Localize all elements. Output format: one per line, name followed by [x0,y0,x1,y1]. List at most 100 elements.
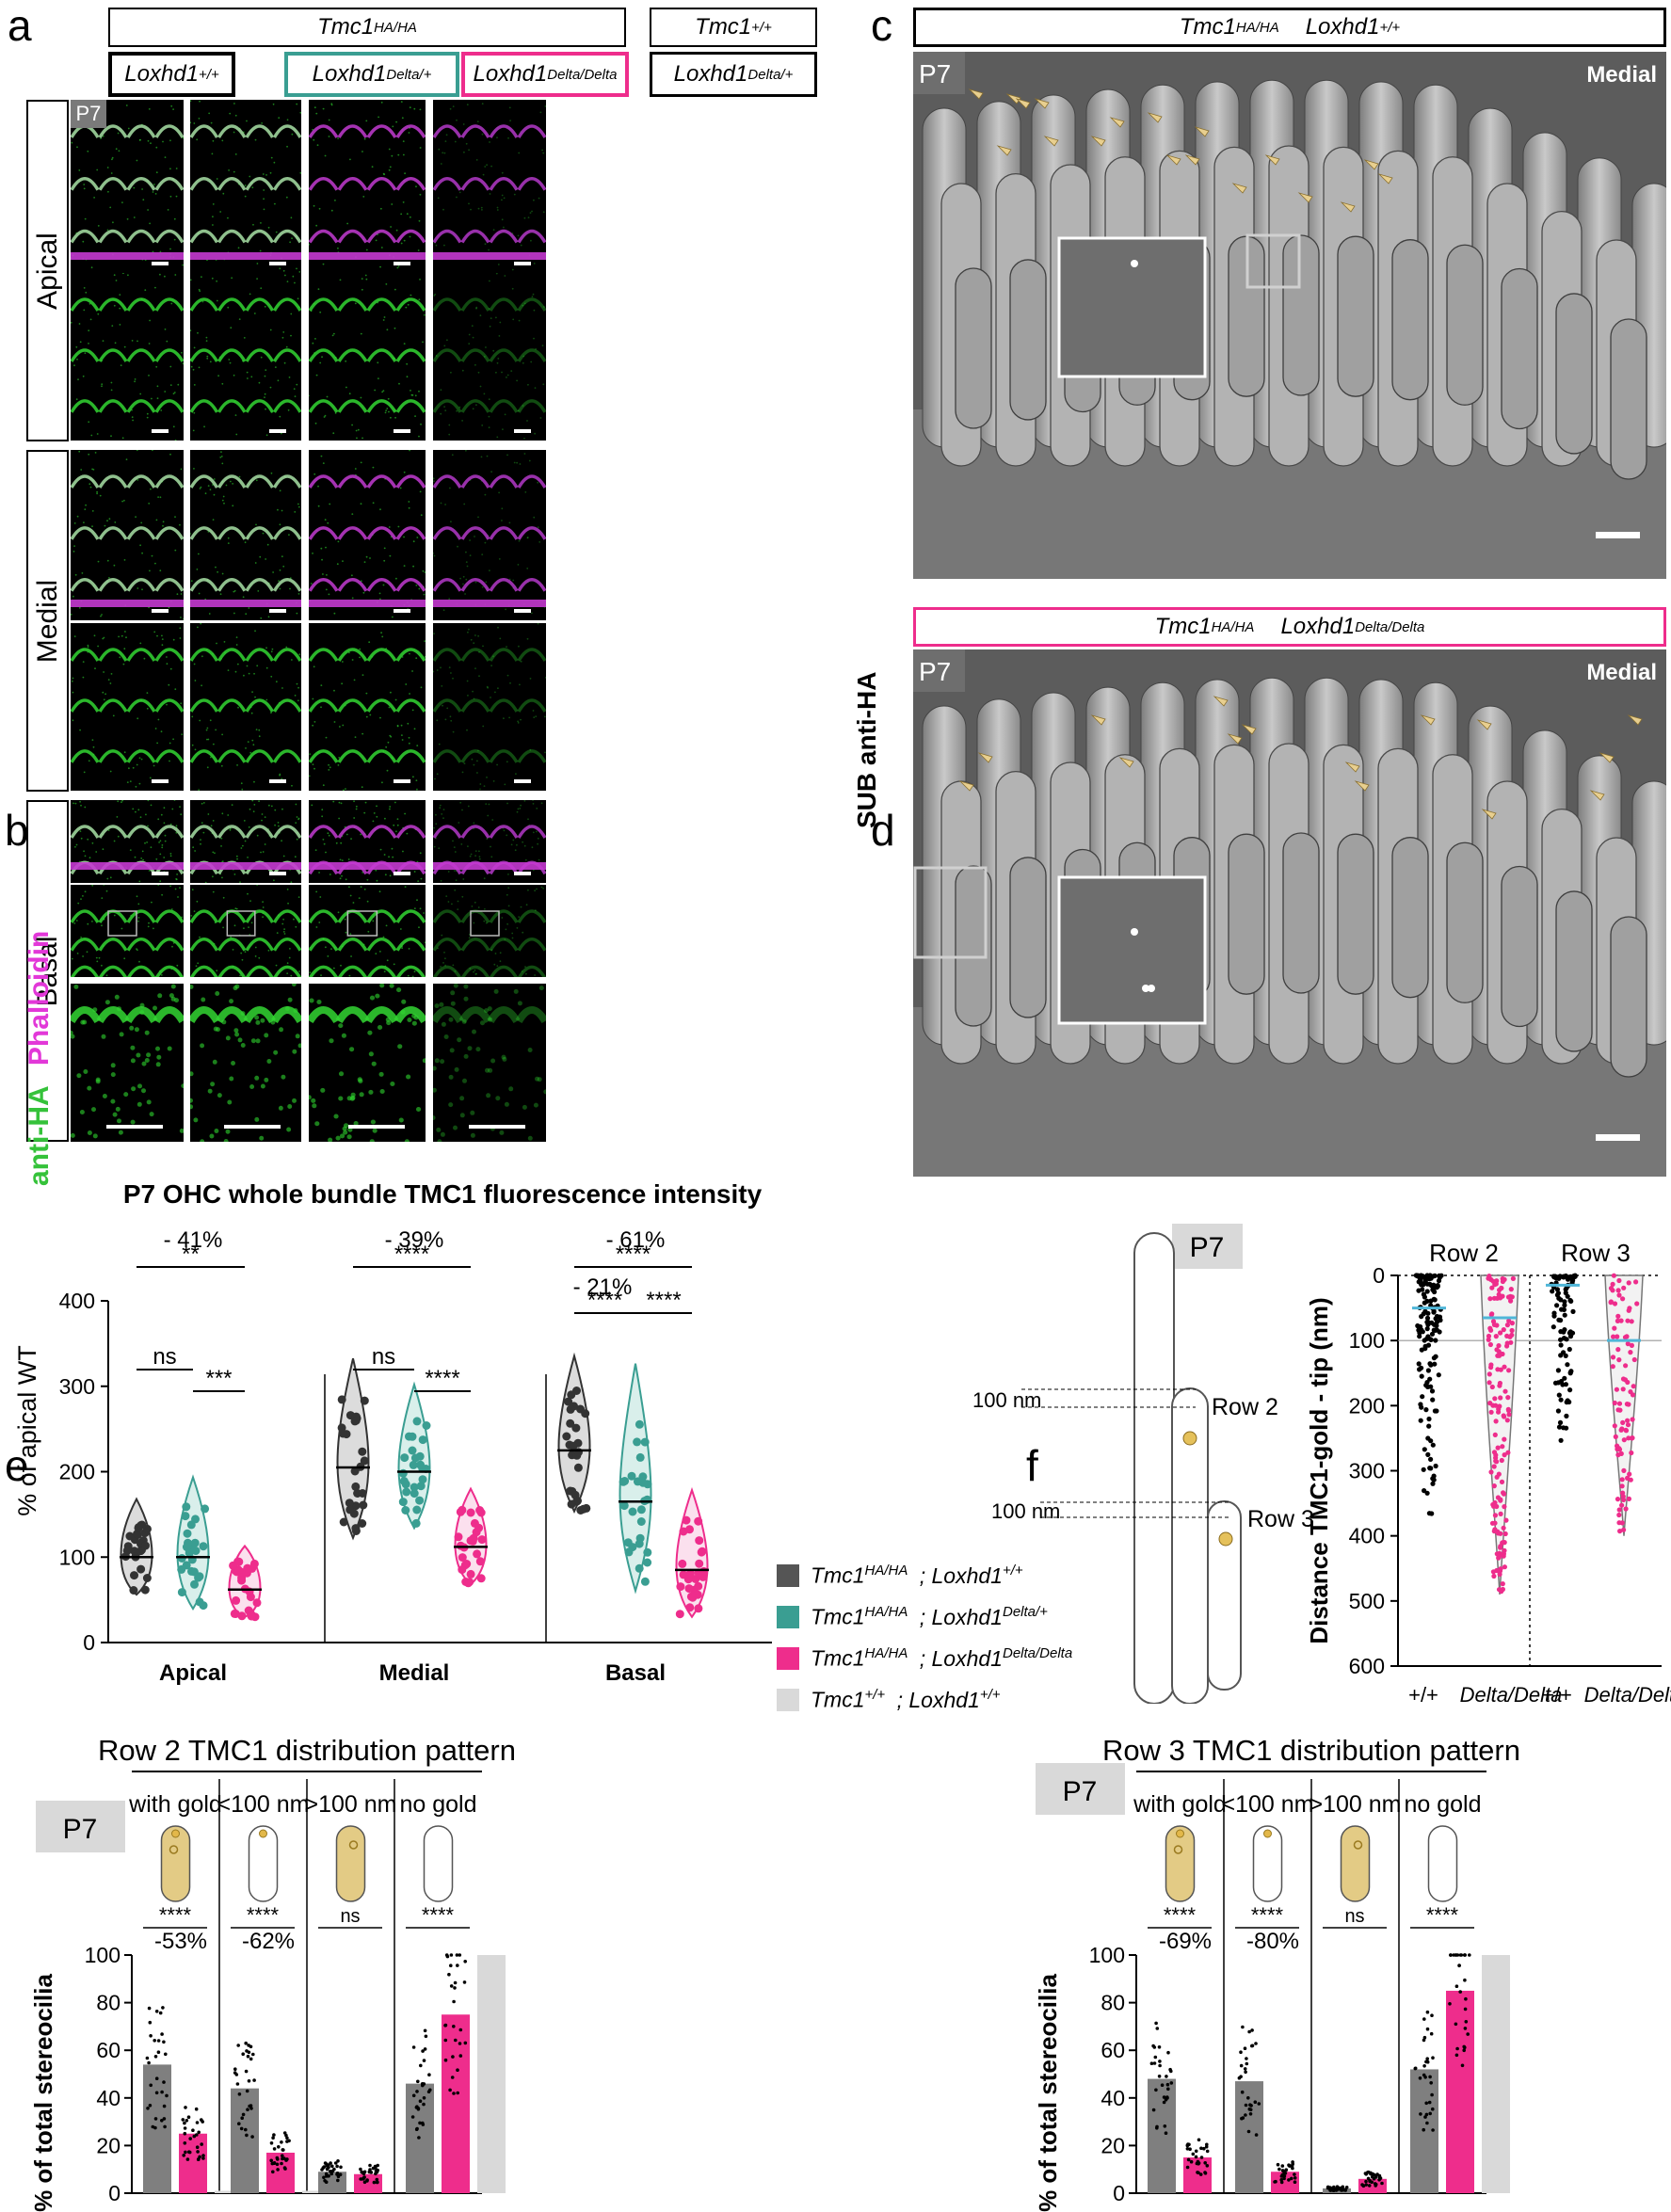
panel_e-point [201,2154,205,2157]
panel_e-point [284,2133,288,2138]
b-point [567,1499,576,1509]
d-point [1616,1507,1622,1513]
panel_e-point [419,2063,423,2068]
b-point [412,1505,422,1515]
d-point [1623,1506,1629,1512]
d-point [1555,1290,1561,1296]
b-point [177,1588,186,1597]
d-point [1567,1370,1573,1376]
panel-letter-c: c [871,1,892,50]
b-point [181,1512,190,1521]
d-point [1423,1407,1429,1413]
d-point [1612,1325,1617,1331]
scale-bar [469,1125,525,1129]
d-point [1570,1308,1576,1314]
d-point [1489,1311,1495,1317]
b-point [351,1416,361,1425]
b-basal-pct: - 61% [606,1227,666,1253]
d-ylabel: Distance TMC1-gold - tip (nm) [1305,1297,1333,1643]
d-point [1567,1329,1573,1335]
b-sig-label: **** [425,1366,459,1391]
d-point [1429,1388,1436,1394]
b-point [360,1456,369,1466]
panel_f-point [1466,2032,1470,2036]
b-point [130,1571,138,1580]
panel_f-point [1368,2179,1372,2184]
b-point [562,1432,571,1441]
d-point [1496,1554,1502,1560]
d-point [1432,1361,1438,1367]
d-point [1424,1490,1430,1496]
column-header-1-gene: Loxhd1 [124,61,200,87]
channel-labels: anti-HA Phalloidin [9,612,55,1186]
b-point [475,1506,485,1515]
d-point [1608,1300,1614,1306]
panel_e-point [249,2057,253,2061]
d-point [1492,1527,1498,1532]
panel_f-pct: -80% [1246,1929,1299,1954]
panel_f-point [1254,2042,1258,2045]
b-point [418,1435,427,1445]
d-point [1620,1419,1626,1425]
panel_e-point [418,2099,423,2103]
panel_f-point [1188,2147,1192,2151]
b-point [237,1611,247,1621]
b-point [122,1546,132,1555]
d-point [1501,1553,1506,1559]
b-point [569,1441,578,1451]
panel_f-point [1422,2073,1426,2077]
b-point [685,1603,695,1612]
b-point [137,1520,147,1530]
sem-image-bottom: P7 Medial [913,649,1666,1177]
panel_e-point [424,2034,428,2039]
panel_f-point [1239,2050,1243,2054]
c-top-g1: Tmc1 [1179,14,1236,40]
panel_f-point [1254,2133,1259,2137]
panel_e-point [335,2164,339,2169]
panel_e-point [452,2025,456,2028]
d-point [1492,1432,1498,1437]
d-point [1556,1424,1563,1430]
panel_f-point [1422,2035,1427,2040]
d-point [1499,1589,1504,1595]
d-point [1505,1406,1511,1412]
b-point [183,1529,192,1538]
b-point [682,1515,691,1525]
panel_f-title: Row 3 TMC1 distribution pattern [1102,1734,1520,1767]
d-point [1630,1435,1635,1441]
panel_f-point [1240,2090,1245,2094]
d-point [1486,1380,1492,1386]
d-point [1495,1445,1501,1451]
d-point [1486,1333,1492,1339]
panel_f-point [1419,2112,1422,2116]
panel_e-point [156,2039,161,2043]
d-point [1625,1318,1631,1323]
b-point [640,1437,650,1447]
panel_f-point [1284,2168,1289,2172]
panel_e-point [339,2165,343,2170]
legend-swatch [777,1646,799,1670]
micrograph-r6-c2 [190,885,301,977]
panel_e-point [246,2108,249,2111]
d-point [1557,1419,1564,1425]
panel_e-point [201,2156,205,2160]
d-point [1500,1444,1505,1450]
panel_e-point [162,2117,167,2121]
panel_f-point [1185,2147,1190,2151]
panel_e-sig: **** [159,1903,192,1927]
d-point [1424,1289,1430,1294]
panel_e-point [241,2052,246,2056]
d-point [1507,1293,1513,1299]
d-point [1501,1490,1506,1496]
panel_e-point [415,2090,419,2093]
b-basal-mid-pct: - 21% [573,1274,633,1300]
c-region-label: Medial [1586,62,1657,88]
d-point [1505,1395,1511,1401]
d-point [1422,1274,1428,1281]
b-group-label: Apical [159,1660,227,1686]
d-point [1625,1418,1631,1423]
panel_e-ytick-label: 60 [96,2038,121,2062]
d-point [1621,1285,1627,1290]
panel_e-point [415,2126,419,2131]
legend-item: Tmc1HA/HA ; Loxhd1Delta/+ [777,1604,1048,1630]
